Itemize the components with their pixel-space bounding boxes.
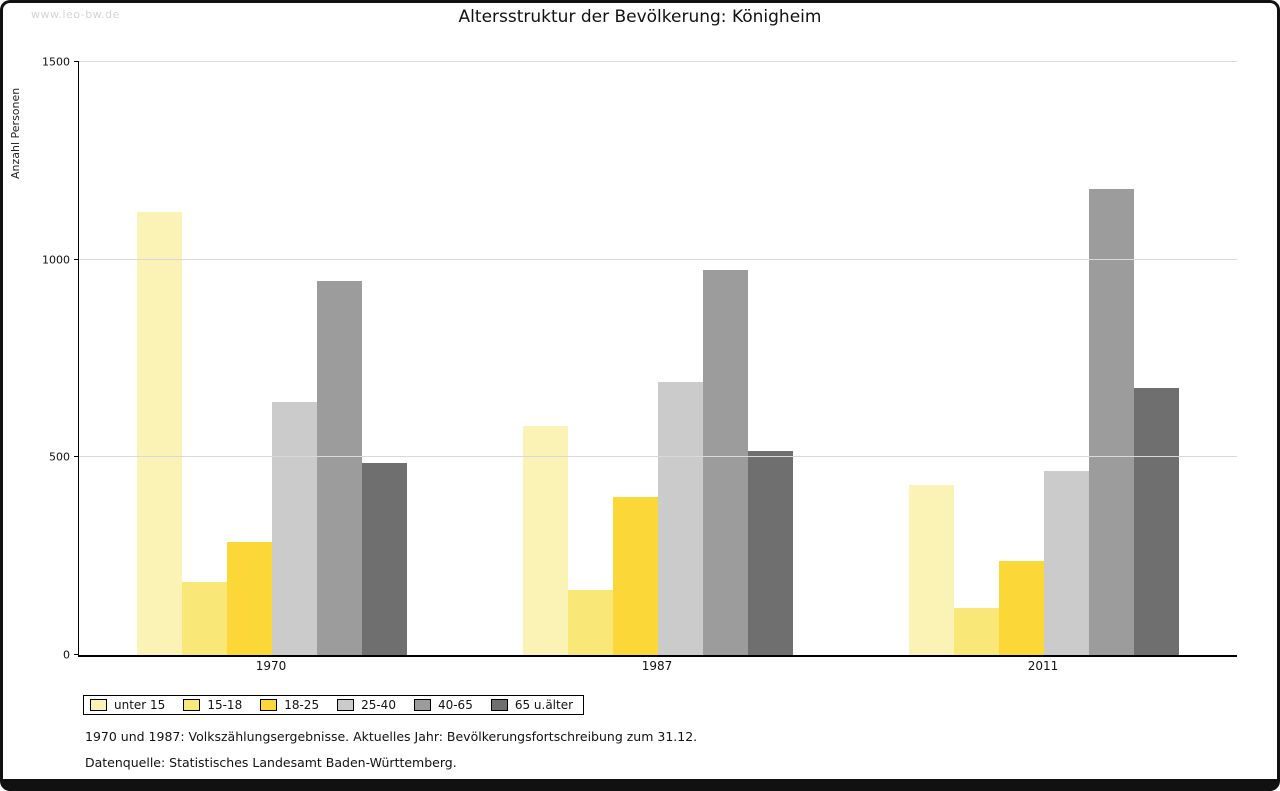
- bar-15-18-1987: [568, 589, 613, 655]
- bar-25-40-1987: [658, 382, 703, 655]
- bar-group-1970: [79, 62, 465, 655]
- legend-item-18-25: 18-25: [260, 698, 319, 712]
- chart-title: Altersstruktur der Bevölkerung: Könighei…: [458, 7, 822, 27]
- legend-item-40-65: 40-65: [413, 698, 473, 712]
- y-tick-mark-1000: [74, 258, 79, 260]
- gridline-1500: [79, 61, 1237, 62]
- y-tick-mark-0: [74, 654, 79, 655]
- legend: unter 15 15-18 18-25 25-40 40-65 65 u.älter: [83, 695, 585, 715]
- bar-15-18-2011: [954, 607, 999, 655]
- watermark: www.leo-bw.de: [31, 8, 120, 21]
- legend-item-label: 18-25: [284, 698, 320, 712]
- bar-15-18-1970: [182, 581, 227, 655]
- legend-item-label: unter 15: [114, 698, 166, 712]
- gridline-500: [79, 456, 1237, 458]
- bar-18-25-1987: [613, 496, 658, 655]
- bar-40-65-1970: [317, 281, 362, 655]
- bar-group-2011: [851, 62, 1237, 655]
- bar-unter-15-2011: [909, 485, 954, 655]
- bar-25-40-2011: [1044, 471, 1089, 655]
- y-axis-label: Anzahl Personen: [9, 87, 22, 179]
- y-tick-mark-1500: [74, 61, 79, 62]
- bar-65-u.älter-1987: [748, 451, 793, 655]
- x-axis-labels: 1970 1987 2011: [78, 659, 1236, 673]
- legend-item-15-18: 15-18: [183, 698, 242, 712]
- bar-25-40-1970: [272, 402, 317, 655]
- legend-swatch-icon: [90, 699, 107, 711]
- legend-item-25-40: 25-40: [337, 698, 396, 712]
- y-tick-label-500: 500: [49, 450, 70, 464]
- legend-swatch-icon: [413, 699, 431, 711]
- bar-18-25-2011: [999, 560, 1044, 655]
- footnote-census: 1970 und 1987: Volkszählungsergebnisse. …: [85, 729, 698, 744]
- legend-item-label: 65 u.älter: [514, 698, 574, 712]
- bar-group-1987: [465, 62, 851, 655]
- bar-40-65-1987: [703, 269, 748, 655]
- legend-item-label: 40-65: [437, 698, 473, 712]
- legend-item-label: 15-18: [207, 698, 243, 712]
- gridline-1000: [79, 258, 1237, 260]
- legend-item-label: 25-40: [361, 698, 396, 712]
- legend-swatch-icon: [490, 699, 508, 711]
- bar-65-u.älter-1970: [362, 463, 407, 655]
- y-tick-label-1000: 1000: [42, 253, 70, 267]
- y-tick-mark-500: [74, 456, 79, 458]
- y-tick-label-1500: 1500: [42, 55, 70, 69]
- legend-swatch-icon: [260, 699, 278, 711]
- plot-area: 0 500 1000 1500: [42, 56, 1237, 662]
- legend-item-65-u.älter: 65 u.älter: [490, 698, 574, 712]
- x-tick-label-2011: 2011: [1027, 659, 1059, 673]
- legend-item-unter-15: unter 15: [90, 698, 165, 712]
- y-tick-label-0: 0: [63, 648, 70, 662]
- bar-unter-15-1987: [523, 425, 568, 655]
- legend-swatch-icon: [183, 699, 201, 711]
- legend-swatch-icon: [337, 699, 355, 711]
- bar-65-u.älter-2011: [1134, 388, 1179, 655]
- bar-40-65-2011: [1089, 188, 1134, 655]
- footnote-source: Datenquelle: Statistisches Landesamt Bad…: [85, 755, 457, 770]
- bar-unter-15-1970: [137, 212, 182, 655]
- x-tick-label-1970: 1970: [255, 659, 287, 673]
- x-tick-label-1987: 1987: [641, 659, 673, 673]
- bar-groups: [79, 62, 1237, 655]
- bar-18-25-1970: [227, 542, 272, 655]
